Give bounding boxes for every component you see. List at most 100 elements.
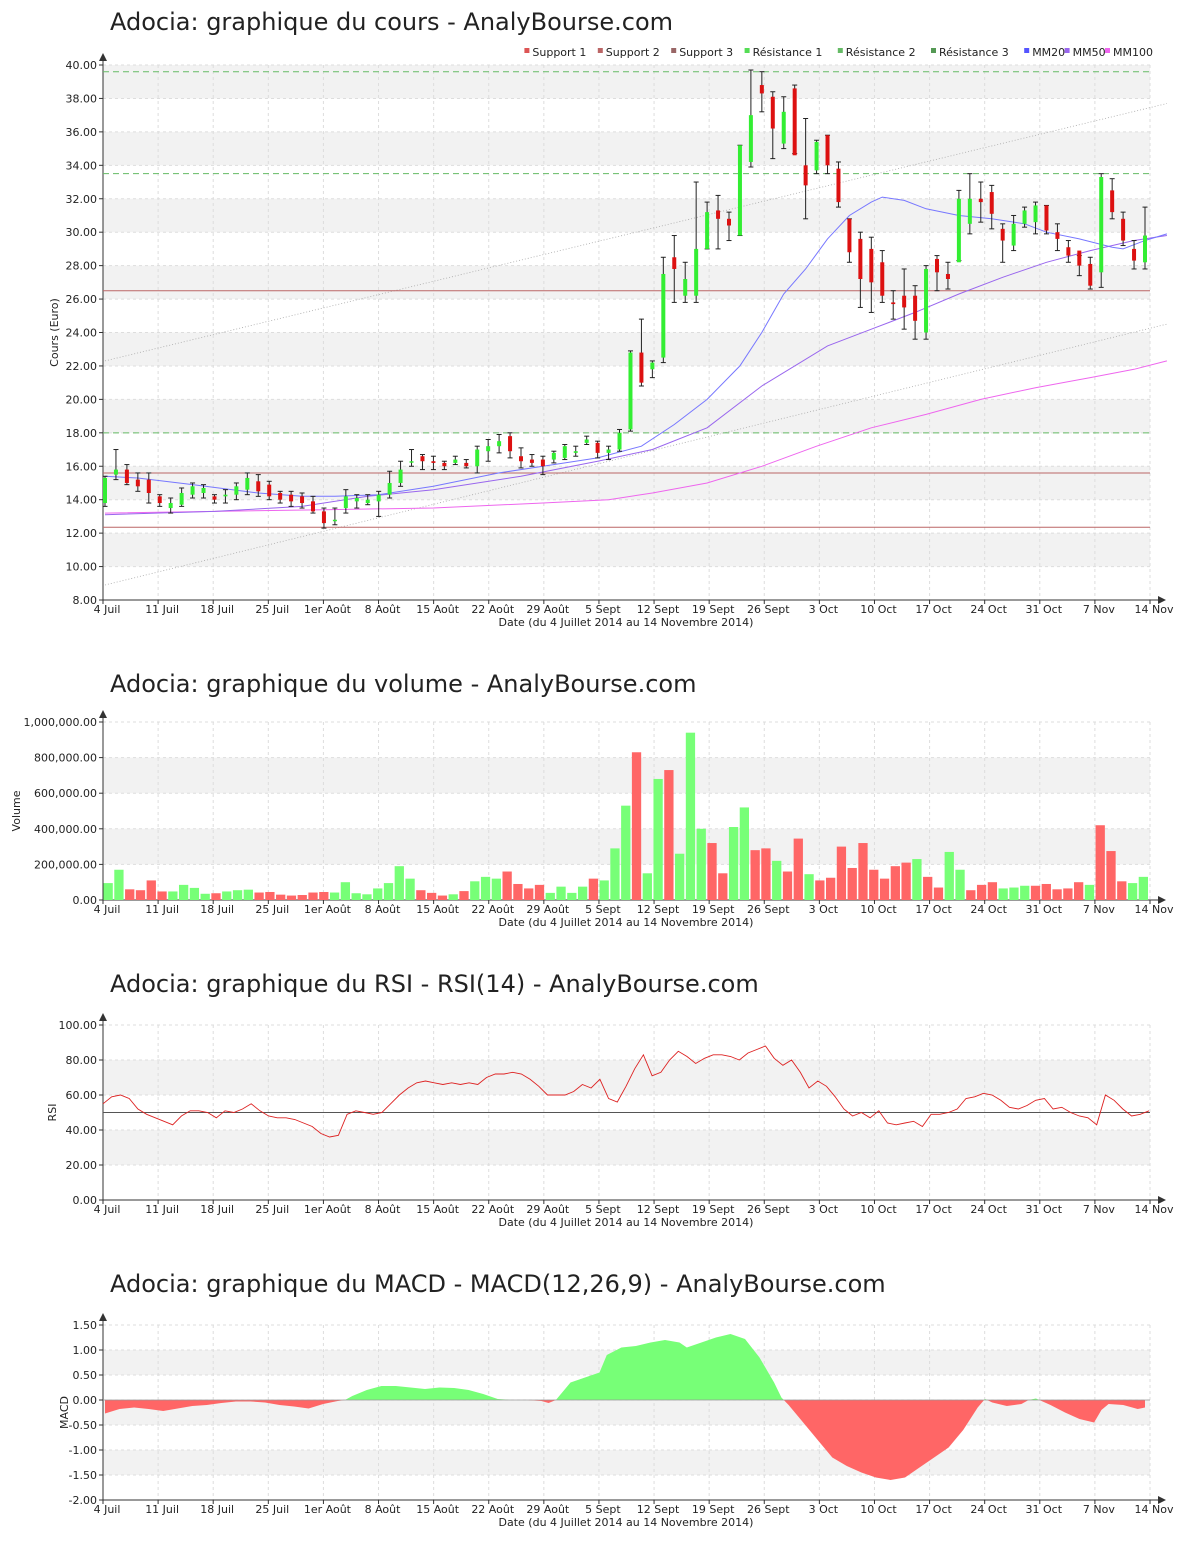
candle-body	[311, 501, 315, 512]
volume-bar	[696, 828, 706, 900]
candle-body	[1022, 210, 1027, 224]
candle-body	[551, 452, 556, 460]
legend-label: Résistance 2	[846, 46, 916, 59]
candle-body	[124, 469, 129, 483]
macd-negative-area	[526, 1400, 556, 1403]
volume-bar	[513, 883, 523, 900]
y-tick-label: 22.00	[66, 360, 98, 373]
x-tick-label: 10 Oct	[860, 1503, 897, 1516]
candle-body	[300, 496, 305, 504]
volume-bar	[815, 880, 825, 900]
volume-bar	[1020, 885, 1030, 900]
x-tick-label: 4 Juil	[94, 603, 121, 616]
x-tick-label: 7 Nov	[1083, 1203, 1115, 1216]
x-tick-label: 10 Oct	[860, 903, 897, 916]
candle-body	[792, 88, 797, 156]
x-tick-label: 8 Août	[365, 1503, 402, 1516]
y-tick-label: 10.00	[66, 561, 98, 574]
y-tick-label: 1,000,000.00	[24, 716, 97, 729]
x-tick-label: 31 Oct	[1026, 1503, 1063, 1516]
grid-band	[103, 1060, 1150, 1095]
volume-bar	[912, 859, 922, 900]
legend-label: Support 1	[532, 46, 586, 59]
x-tick-label: 15 Août	[416, 903, 460, 916]
volume-bar	[243, 889, 253, 900]
volume-bar	[610, 848, 620, 900]
volume-bar	[804, 874, 814, 900]
volume-bar	[675, 853, 685, 900]
x-tick-label: 31 Oct	[1026, 903, 1063, 916]
candle-body	[157, 496, 162, 504]
x-tick-label: 11 Juil	[145, 903, 179, 916]
candle-body	[365, 499, 370, 504]
macd-positive-area	[555, 1334, 784, 1400]
candle-body	[562, 446, 567, 458]
volume-panel: Adocia: graphique du volume - AnalyBours…	[0, 662, 1200, 942]
candle-body	[431, 461, 436, 463]
candle-body	[267, 484, 272, 497]
volume-bar	[728, 827, 739, 900]
candle-body	[442, 462, 447, 467]
x-tick-label: 14 Nov	[1135, 1503, 1174, 1516]
candle-body	[453, 459, 458, 463]
y-tick-label: 20.00	[66, 1159, 98, 1172]
legend-label: Support 2	[606, 46, 660, 59]
x-tick-label: 29 Août	[526, 1203, 570, 1216]
x-tick-label: 10 Oct	[860, 603, 897, 616]
x-tick-label: 3 Oct	[809, 603, 839, 616]
candle-body	[1099, 177, 1104, 273]
volume-bar	[232, 890, 243, 900]
volume-bar	[319, 891, 329, 900]
volume-bar	[200, 893, 210, 900]
x-tick-label: 25 Juil	[255, 1503, 289, 1516]
macd-negative-area	[105, 1400, 345, 1414]
volume-bar	[448, 894, 458, 900]
volume-bar	[480, 876, 491, 900]
volume-bar	[1084, 884, 1095, 900]
candle-body	[770, 96, 775, 129]
candle-body	[1132, 248, 1137, 261]
x-tick-label: 3 Oct	[809, 903, 839, 916]
volume-bar	[373, 888, 383, 900]
candle-body	[705, 212, 710, 249]
volume-bar	[923, 876, 933, 900]
candle-body	[387, 482, 392, 495]
volume-bar	[1063, 888, 1073, 900]
volume-chart-title: Adocia: graphique du volume - AnalyBours…	[110, 670, 697, 698]
rsi-panel: Adocia: graphique du RSI - RSI(14) - Ana…	[0, 962, 1200, 1252]
grid-band	[103, 1130, 1150, 1165]
candle-body	[595, 442, 600, 453]
rsi-chart: 0.00 20.00 40.00 60.00 80.00 100.00 4 Juil 11 J…	[46, 1013, 1174, 1229]
x-axis-label: Date (du 4 Juillet 2014 au 14 Novembre 2…	[499, 616, 754, 629]
volume-bar	[577, 886, 588, 900]
volume-bar	[879, 878, 890, 900]
volume-bar	[976, 884, 987, 900]
volume-bar	[642, 873, 652, 900]
grid-band	[103, 757, 1150, 794]
x-axis-arrow	[1158, 896, 1166, 904]
volume-bar	[793, 838, 803, 900]
candle-body	[1110, 190, 1115, 213]
candle-body	[497, 441, 502, 447]
candle-body	[103, 477, 107, 504]
candle-body	[716, 210, 721, 219]
legend-label: MM50	[1073, 46, 1106, 59]
candle-body	[1011, 223, 1016, 246]
volume-bar	[125, 889, 135, 900]
y-axis-arrow	[99, 53, 107, 61]
x-tick-label: 15 Août	[416, 603, 460, 616]
x-tick-label: 26 Sept	[747, 603, 790, 616]
price-chart-title: Adocia: graphique du cours - AnalyBourse…	[110, 8, 674, 36]
y-tick-label: 1.00	[73, 1344, 98, 1357]
y-axis-label: Volume	[10, 790, 23, 831]
x-tick-label: 29 Août	[526, 603, 570, 616]
volume-bar	[329, 892, 340, 900]
rsi-chart-title: Adocia: graphique du RSI - RSI(14) - Ana…	[110, 970, 759, 998]
candle-body	[606, 449, 611, 453]
volume-bar	[718, 873, 728, 900]
macd-negative-area	[987, 1400, 1029, 1406]
y-tick-label: 14.00	[66, 494, 98, 507]
x-tick-label: 12 Sept	[637, 1203, 680, 1216]
x-tick-label: 1er Août	[304, 603, 352, 616]
candle-body	[475, 449, 480, 467]
